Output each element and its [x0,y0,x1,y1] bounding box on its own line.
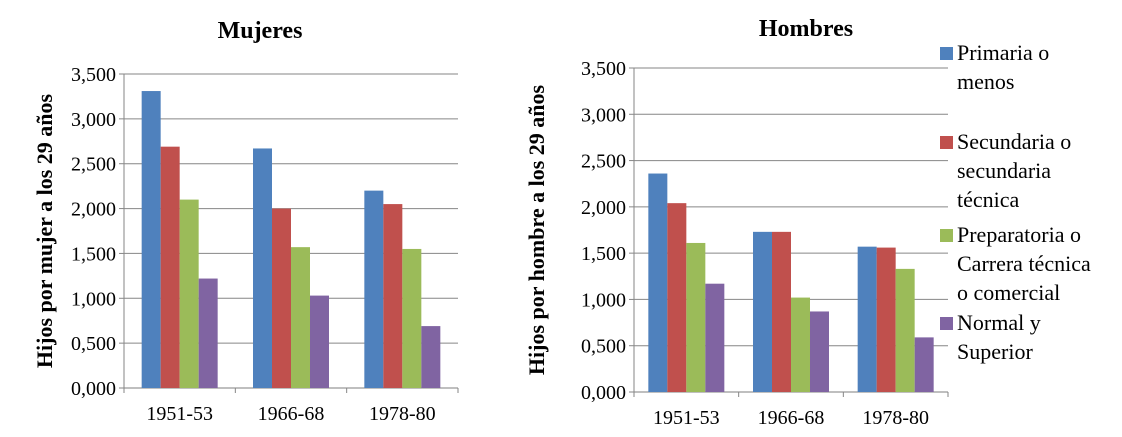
y-tick-label: 2,500 [581,151,626,173]
bar-1-1951-53 [648,173,668,392]
y-tick-label: 3,000 [71,109,116,131]
bar-4-1978-80 [421,326,441,388]
bar-3-1978-80 [402,248,422,388]
bar-3-1966-68 [791,297,810,392]
bar-4-1966-68 [310,295,329,388]
y-tick-label: 3,000 [581,104,626,126]
bar-3-1951-53 [686,242,706,392]
bar-3-1951-53 [179,199,199,388]
legend-label: Carrera técnica [957,251,1091,276]
bar-3-1966-68 [291,247,310,388]
legend-label: secundaria [957,158,1051,183]
bar-2-1978-80 [383,204,403,388]
x-tick-label: 1978-80 [862,407,929,429]
mujeres-chart: 0,000 0,500 1,000 1,500 2,000 2,500 3,000 3,500… [32,18,459,425]
y-tick-label: 0,000 [581,382,626,404]
legend: Primaria o menos Secundaria o secundaria téc… [940,40,1091,364]
bar-1-1978-80 [364,190,384,388]
bar-4-1978-80 [914,337,934,392]
bar-4-1951-53 [705,283,725,392]
chart-title: Hombres [759,16,853,42]
legend-label: Primaria o [957,40,1049,65]
bar-2-1951-53 [667,203,687,392]
legend-swatch [940,317,953,330]
bar-2-1966-68 [272,208,291,388]
y-tick-label: 0,500 [581,336,626,358]
y-tick-label: 2,500 [71,154,116,176]
legend-label: técnica [957,187,1020,212]
y-tick-label: 0,500 [71,333,116,355]
y-tick-label: 1,000 [71,288,116,310]
y-tick-label: 2,000 [581,197,626,219]
bar-2-1966-68 [772,231,791,392]
y-tick-label: 1,500 [581,243,626,265]
y-tick-label: 3,500 [71,64,116,86]
x-tick-label: 1978-80 [369,403,436,425]
y-axis-label: Hijos por mujer a los 29 años [32,93,57,368]
bar-1-1966-68 [753,231,772,392]
y-tick-label: 1,500 [71,243,116,265]
chart-title: Mujeres [218,18,303,44]
legend-label: Preparatoria o [957,222,1081,247]
legend-label: Secundaria o [957,129,1071,154]
legend-swatch [940,229,953,242]
bar-2-1951-53 [160,146,180,388]
y-axis-label: Hijos por hombre a los 29 años [524,85,549,376]
bar-1-1966-68 [253,148,272,388]
y-tick-label: 3,500 [581,58,626,80]
y-tick-label: 0,000 [71,378,116,400]
legend-label: menos [957,69,1014,94]
legend-label: Normal y [957,310,1041,335]
legend-swatch [940,136,953,149]
legend-label: Superior [957,339,1033,364]
bar-1-1951-53 [141,91,161,388]
x-tick-label: 1966-68 [758,407,825,429]
hombres-chart: 0,000 0,500 1,000 1,500 2,000 2,500 3,000 3,500… [524,16,949,429]
y-tick-label: 2,000 [71,199,116,221]
y-tick-label: 1,000 [581,289,626,311]
bar-1-1978-80 [857,246,877,392]
bar-4-1966-68 [810,311,829,392]
bar-3-1978-80 [895,268,915,392]
bar-4-1951-53 [198,278,218,388]
legend-label: o comercial [957,280,1060,305]
x-tick-label: 1951-53 [146,403,213,425]
x-tick-label: 1951-53 [653,407,720,429]
x-tick-label: 1966-68 [258,403,325,425]
bar-2-1978-80 [876,247,896,392]
legend-swatch [940,47,953,60]
